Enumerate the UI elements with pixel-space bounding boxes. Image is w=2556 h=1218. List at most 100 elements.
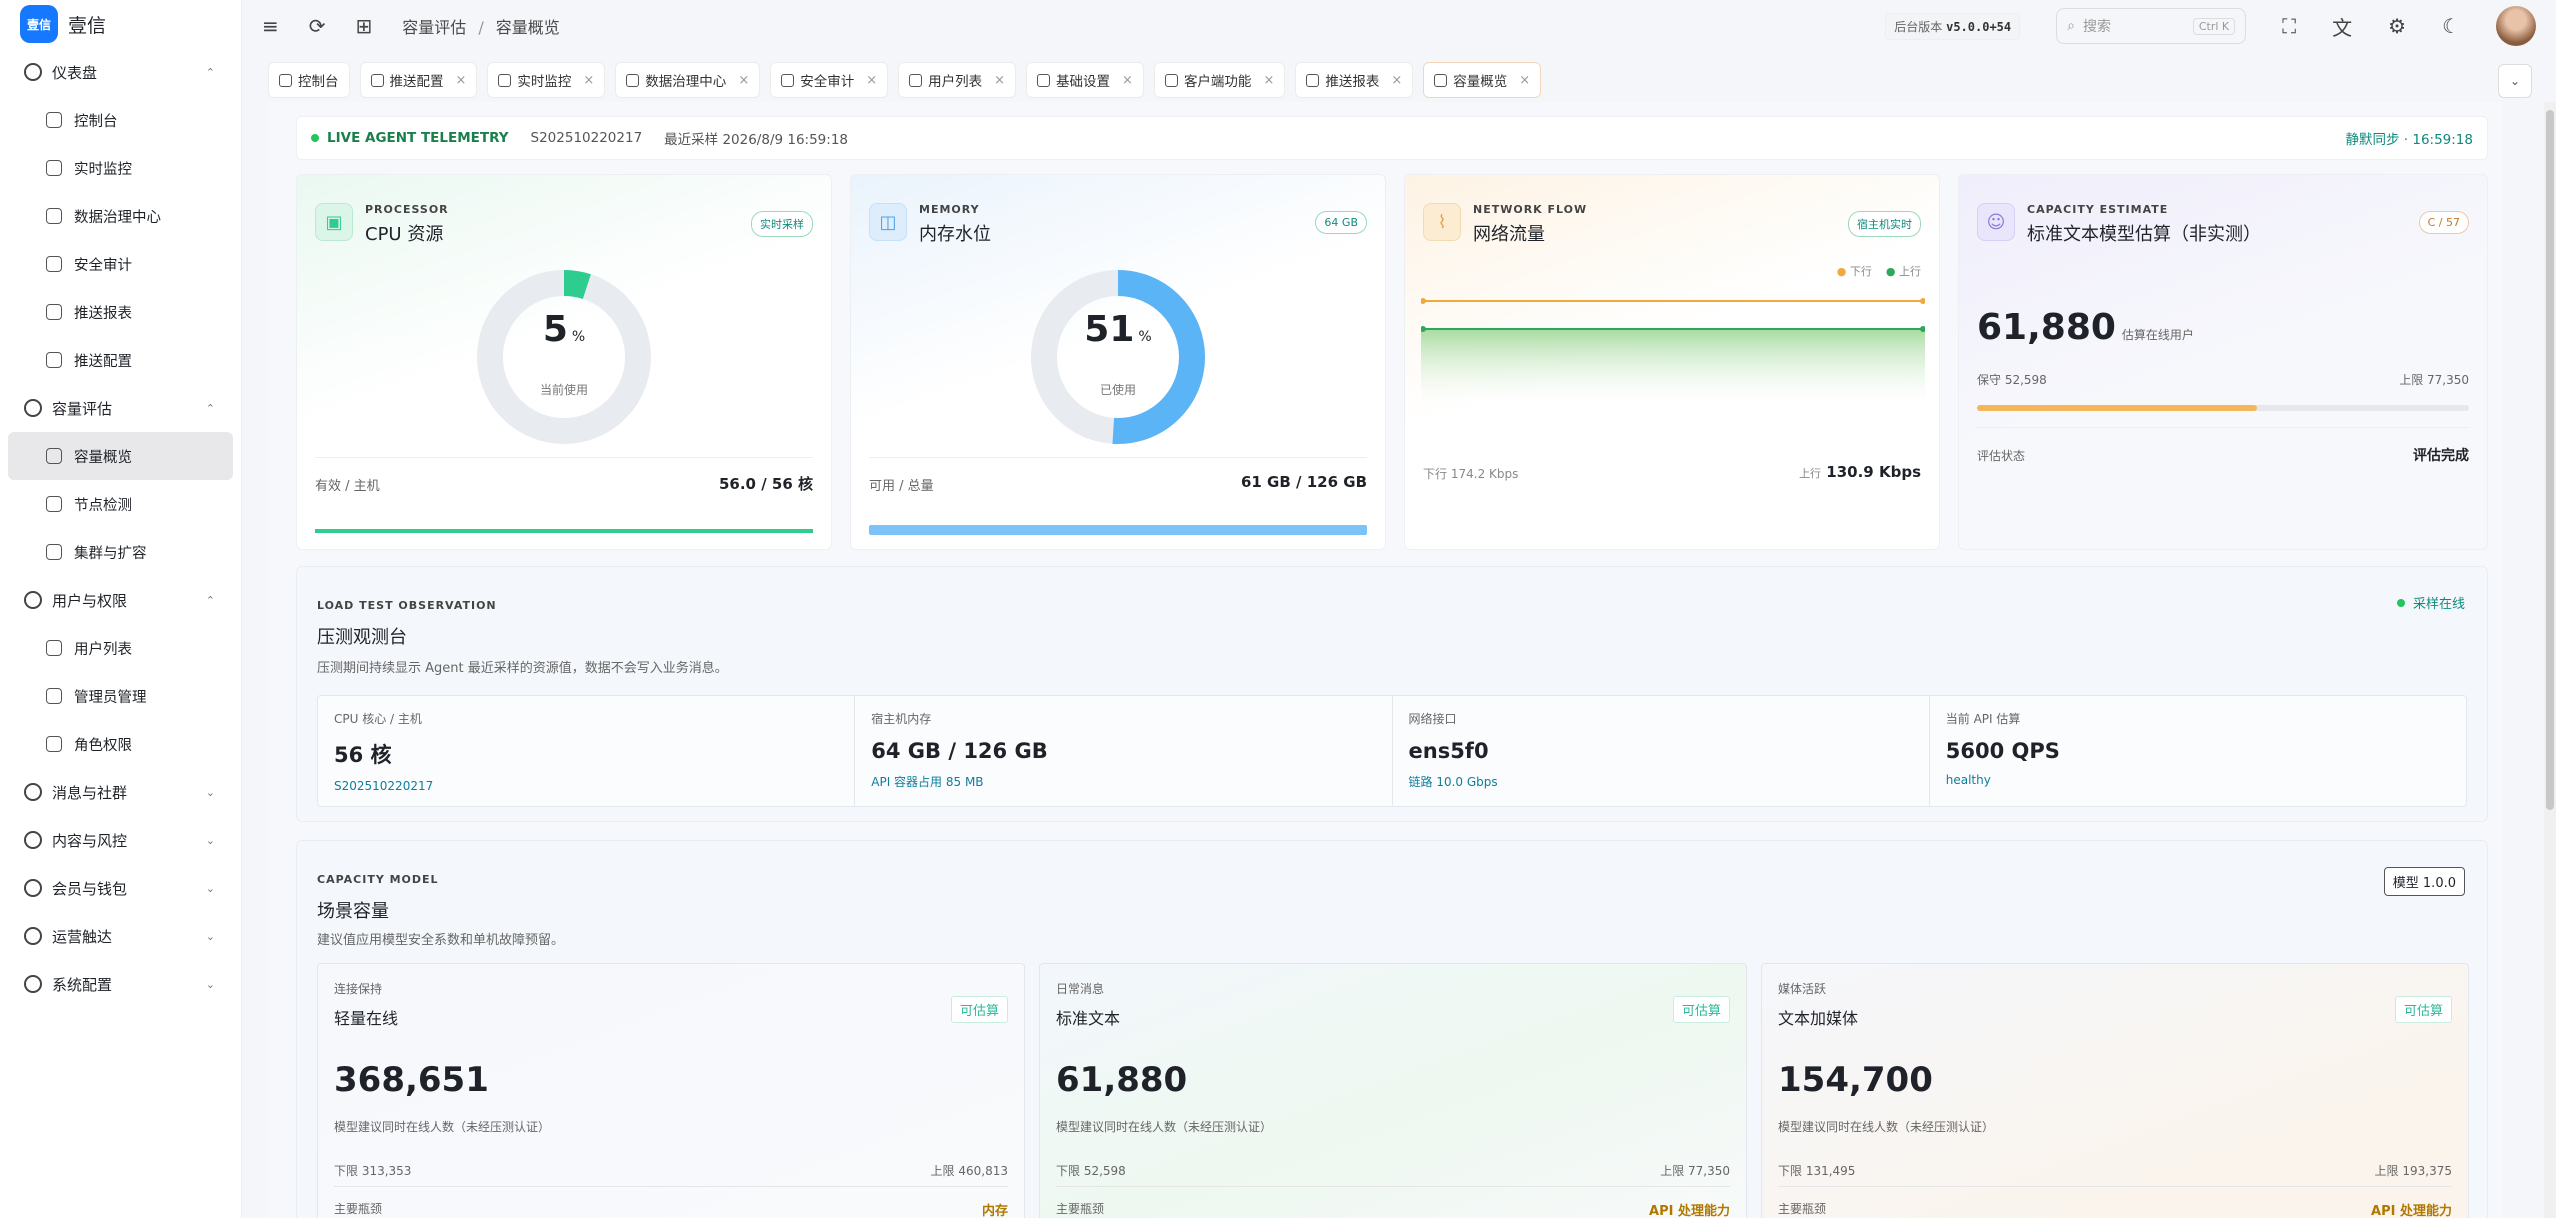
search-input[interactable]: ⌕ 搜索 Ctrl K <box>2056 8 2247 44</box>
sidebar-item-label: 容量概览 <box>74 449 132 466</box>
network-chart <box>1421 298 1925 411</box>
tab-bar-end: ⌄ <box>2498 62 2532 98</box>
memory-progress-bar <box>869 525 1367 535</box>
tab-item[interactable]: 安全审计 × <box>770 62 889 98</box>
sidebar-item[interactable]: 容量概览 <box>8 432 233 480</box>
chevron-up-icon: ⌃ <box>205 65 215 79</box>
translate-icon[interactable]: 文 <box>2332 15 2353 40</box>
tab-label: 推送配置 <box>389 74 444 90</box>
sidebar-item[interactable]: 实时监控 <box>0 144 241 192</box>
gear-icon <box>1037 73 1051 87</box>
live-dot <box>311 134 319 142</box>
memory-percent: 51% <box>1030 309 1206 350</box>
sidebar-item-label: 数据治理中心 <box>74 209 161 226</box>
breadcrumb-parent[interactable]: 容量评估 <box>402 18 467 37</box>
nav-group-message[interactable]: 消息与社群 ⌄ <box>0 768 241 816</box>
nav-group-user[interactable]: 用户与权限 ⌃ <box>0 576 241 624</box>
sidebar-item[interactable]: 推送配置 <box>0 336 241 384</box>
legend-down: ● 下行 <box>1837 263 1872 279</box>
stat-value: 5600 QPS <box>1945 739 2060 763</box>
download-value: 174.2 Kbps <box>1450 467 1519 481</box>
scenario-value: 61,880 <box>1056 1060 1188 1100</box>
capacity-high: 上限 77,350 <box>2399 373 2469 387</box>
tabs-dropdown-button[interactable]: ⌄ <box>2498 64 2532 98</box>
app-logo[interactable]: 壹信 壹信 <box>0 0 241 48</box>
scrollbar[interactable] <box>2544 102 2556 1218</box>
tab-item[interactable]: 用户列表 × <box>898 62 1017 98</box>
fullscreen-icon[interactable]: ⛶ <box>2282 14 2297 38</box>
sidebar-item[interactable]: 管理员管理 <box>0 672 241 720</box>
stat-cell: 当前 API 估算 5600 QPS healthy <box>1930 696 2466 806</box>
sidebar-item[interactable]: 数据治理中心 <box>0 192 241 240</box>
cpu-title: CPU 资源 <box>365 224 444 245</box>
nav-group-send[interactable]: 运营触达 ⌄ <box>0 912 241 960</box>
sidebar-item[interactable]: 安全审计 <box>0 240 241 288</box>
search-shortcut: Ctrl K <box>2192 17 2236 35</box>
sidebar-item[interactable]: 角色权限 <box>0 720 241 768</box>
bottleneck-value: API 处理能力 <box>2371 1204 2452 1218</box>
stat-sub: S202510220217 <box>334 779 434 793</box>
settings-icon[interactable]: ⚙ <box>2388 14 2407 38</box>
scenario-kind: 日常消息 <box>1056 982 1105 996</box>
scenario-name: 标准文本 <box>1056 1009 1121 1028</box>
cpu-foot-value: 56.0 / 56 核 <box>718 475 813 493</box>
nav-group-store[interactable]: 会员与钱包 ⌄ <box>0 864 241 912</box>
close-icon[interactable]: × <box>1122 72 1133 88</box>
close-icon[interactable]: × <box>1519 72 1531 88</box>
cpu-donut: 5% 当前使用 <box>476 269 652 445</box>
sidebar-item-label: 节点检测 <box>74 497 132 514</box>
nav-group-label: 仪表盘 <box>52 63 98 82</box>
tab-item[interactable]: 推送配置 × <box>359 62 478 98</box>
upload-point <box>1920 326 1925 332</box>
tab-item[interactable]: 数据治理中心 × <box>615 62 761 98</box>
refresh-icon[interactable]: ⟳ <box>308 14 326 38</box>
close-icon[interactable]: × <box>1391 72 1403 88</box>
chevron-down-icon: ⌄ <box>205 929 215 943</box>
sidebar-item[interactable]: 集群与扩容 <box>0 528 241 576</box>
menu-toggle-icon[interactable]: ≡ <box>262 14 279 38</box>
scenario-kind: 媒体活跃 <box>1778 982 1827 996</box>
sidebar-item[interactable]: 用户列表 <box>0 624 241 672</box>
sidebar-item[interactable]: 推送报表 <box>0 288 241 336</box>
chart-icon <box>46 304 62 320</box>
status-dot <box>2396 598 2405 607</box>
sidebar-nav: 仪表盘 ⌃ 控制台 实时监控数据治理中心安全审计 推送报表 推送配置 容量评估 ⌃ 容量概览节点… <box>0 48 241 1008</box>
network-card-header: NETWORK FLOW 网络流量 <box>1473 203 1587 246</box>
close-icon[interactable]: × <box>455 72 467 88</box>
sidebar-item[interactable]: 节点检测 <box>0 480 241 528</box>
close-icon[interactable]: × <box>866 72 878 88</box>
tab-label: 数据治理中心 <box>645 74 727 90</box>
nav-group-gauge[interactable]: 容量评估 ⌃ <box>0 384 241 432</box>
tab-item[interactable]: 实时监控 × <box>487 62 606 98</box>
capacity-title: 标准文本模型估算（非实测） <box>2027 224 2261 245</box>
avatar[interactable] <box>2496 6 2536 46</box>
nav-group-gear[interactable]: 系统配置 ⌄ <box>0 960 241 1008</box>
tab-item[interactable]: 客户端功能 × <box>1153 62 1286 98</box>
tab-item[interactable]: 控制台 <box>268 62 350 98</box>
close-icon[interactable]: × <box>583 72 595 88</box>
scrollbar-thumb[interactable] <box>2546 110 2554 810</box>
divider <box>1977 427 2469 428</box>
close-icon[interactable]: × <box>994 72 1006 88</box>
users-icon: ☺ <box>1977 203 2015 241</box>
upload-label: 上行 <box>1799 467 1822 480</box>
close-icon[interactable]: × <box>738 72 750 88</box>
capacity-value-label: 估算在线用户 <box>2121 328 2194 342</box>
sidebar-item[interactable]: 控制台 <box>0 96 241 144</box>
tab-item[interactable]: 容量概览 × <box>1423 62 1542 98</box>
close-icon[interactable]: × <box>1263 72 1275 88</box>
scenario-hint: 模型建议同时在线人数（未经压测认证） <box>1778 1120 1995 1134</box>
scenario-name: 轻量在线 <box>334 1009 399 1028</box>
tab-item[interactable]: 推送报表 × <box>1295 62 1414 98</box>
gauge-icon <box>1434 73 1448 87</box>
server-icon <box>46 496 62 512</box>
message-icon <box>24 783 42 801</box>
dark-mode-icon[interactable]: ☾ <box>2442 14 2460 38</box>
tab-item[interactable]: 基础设置 × <box>1026 62 1144 98</box>
apps-grid-icon[interactable]: ⊞ <box>355 14 373 38</box>
nav-group-shield-check[interactable]: 内容与风控 ⌄ <box>0 816 241 864</box>
nav-group-dashboard[interactable]: 仪表盘 ⌃ <box>0 48 241 96</box>
nav-group-label: 消息与社群 <box>52 783 128 802</box>
shield-lock-icon <box>46 736 62 752</box>
model-version-button[interactable]: 模型 1.0.0 <box>2383 867 2465 896</box>
